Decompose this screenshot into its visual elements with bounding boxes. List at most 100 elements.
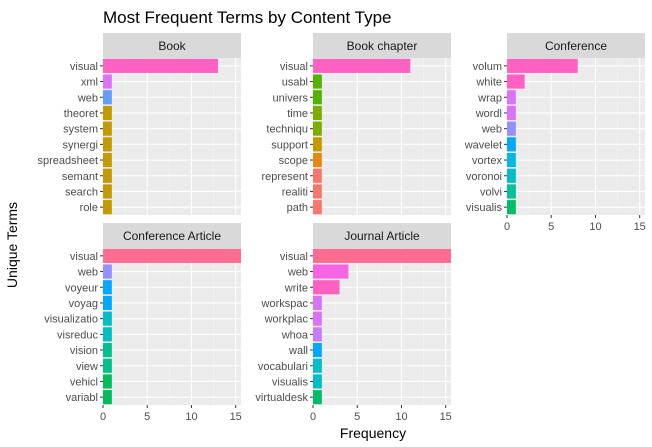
bar-scope [313,152,322,168]
bar-variabl [103,390,112,405]
panel-book-chapter: Book chapter visual usabl univers time techni… [262,33,451,215]
y-tick-label: usabl [282,77,308,89]
y-tick-label: system [63,124,98,136]
bar-visual [103,248,241,263]
bar-visual [103,58,218,73]
y-tick-label: visreduc [57,329,98,341]
bar-web [103,264,112,279]
bar-wavelet [507,137,516,152]
x-tick-label: 0 [504,221,510,233]
panel-strip-label: Conference [545,39,607,53]
y-axis-title: Unique Terms [4,202,20,288]
y-tick-label: web [287,267,308,279]
x-tick-label: 5 [354,411,360,423]
x-tick-label: 10 [185,411,197,423]
y-tick-label: write [284,282,308,294]
bar-role [103,200,112,215]
panel-book: Book visual xml web theoret system synergi spre… [37,33,241,215]
y-tick-label: vortex [472,155,502,167]
bar-vocabulari [313,358,322,373]
y-tick-label: visualizatio [44,314,98,326]
bar-white [507,74,525,89]
bar-wordl [507,105,516,121]
y-tick-label: white [475,77,502,89]
bar-theoret [103,105,112,121]
bar-visreduc [103,327,112,342]
x-tick-label: 15 [634,221,646,233]
bar-view [103,358,112,373]
y-tick-label: time [287,108,308,120]
panel-strip-label: Journal Article [344,229,420,243]
y-tick-label: techniqu [266,124,308,136]
y-tick-label: variabl [66,392,98,404]
bar-represent [313,168,322,183]
y-tick-label: semant [62,171,98,183]
y-tick-label: search [65,186,98,198]
y-tick-label: wavelet [464,139,502,151]
y-tick-label: web [77,267,98,279]
y-tick-label: voyeur [65,282,98,294]
panel-conference: Conference volum white wrap wordl web wavelet v… [464,33,646,233]
x-axis-title: Frequency [340,425,406,441]
panel-strip [103,33,241,58]
y-tick-label: support [271,139,308,151]
panel-plot-area [103,248,241,405]
bar-time [313,105,322,121]
y-tick-label: path [287,202,308,214]
panel-plot-area [313,58,451,215]
y-tick-label: volvi [480,186,502,198]
y-tick-label: workspac [261,298,309,310]
y-tick-label: visualis [466,202,503,214]
y-tick-label: synergi [63,139,98,151]
y-tick-label: theoret [64,108,98,120]
bar-web [103,90,112,105]
bar-visualis [507,200,516,215]
bar-web [507,121,516,136]
panel-conference-article: Conference Article visual web voyeur voyag vi… [44,223,242,423]
y-tick-label: whoa [281,329,309,341]
y-tick-label: wall [288,345,308,357]
y-tick-label: web [77,92,98,104]
bar-visualis [313,374,322,389]
bar-wrap [507,90,516,105]
bar-web [313,264,349,279]
panel-plot-area [103,58,241,215]
bar-visualizatio [103,311,112,326]
y-tick-label: spreadsheet [37,155,98,167]
panel-strip [313,223,451,248]
x-tick-label: 5 [144,411,150,423]
bar-vehicl [103,374,112,389]
bar-voyeur [103,280,112,295]
y-tick-label: voronoi [466,171,502,183]
x-tick-label: 15 [230,411,242,423]
panel-strip-label: Book chapter [347,39,418,53]
bar-system [103,121,112,136]
chart-title: Most Frequent Terms by Content Type [103,8,392,27]
bar-vision [103,342,112,358]
x-tick-label: 10 [589,221,601,233]
bar-virtualdesk [313,390,322,405]
x-tick-label: 0 [310,411,316,423]
bar-vortex [507,152,516,168]
bar-write [313,280,340,295]
panel-journal-article: Journal Article visual web write workspac wor… [255,223,452,423]
panels-group: Book visual xml web theoret system synergi spre… [37,33,646,423]
bar-visual [313,248,451,263]
bar-realiti [313,184,322,199]
bar-xml [103,74,112,89]
bar-usabl [313,74,322,89]
y-tick-label: workplac [264,314,309,326]
bar-univers [313,90,322,105]
y-tick-label: realiti [282,186,308,198]
bar-volvi [507,184,516,199]
x-tick-label: 0 [100,411,106,423]
y-tick-label: visual [70,61,98,73]
bar-voronoi [507,168,516,183]
bar-visual [313,58,411,73]
panel-strip-label: Book [158,39,186,53]
y-tick-label: wrap [477,92,502,104]
bar-workplac [313,311,322,326]
bar-search [103,184,112,199]
y-tick-label: vocabulari [258,361,308,373]
